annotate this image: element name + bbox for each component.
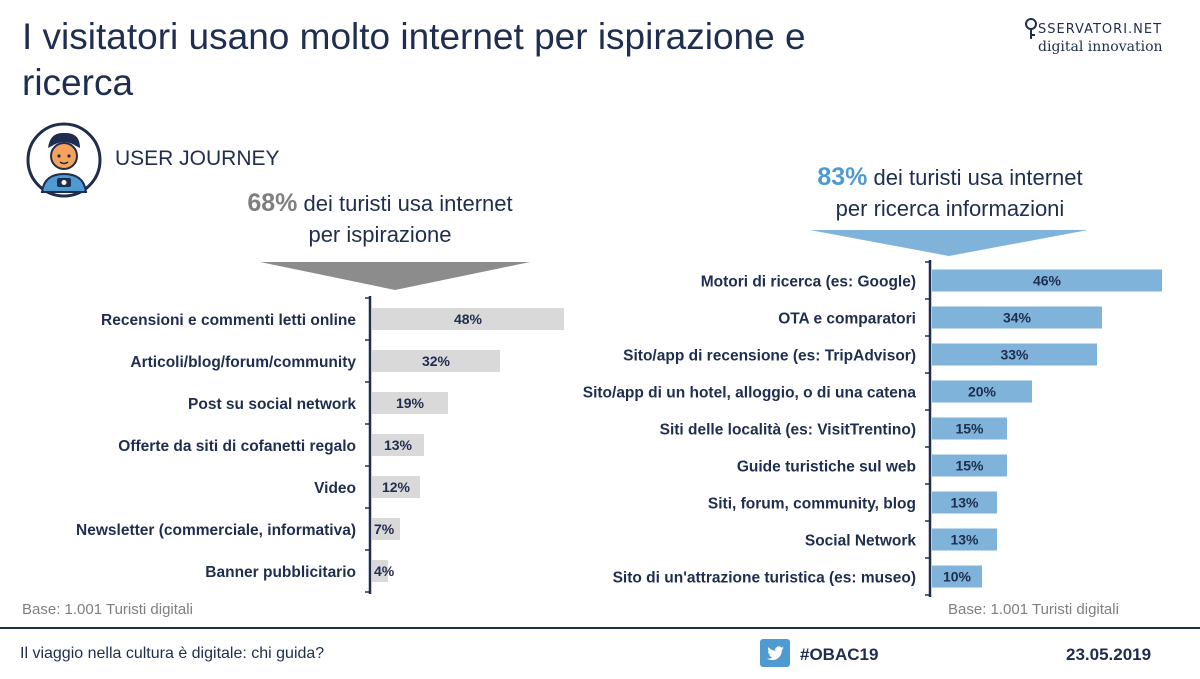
base-left: Base: 1.001 Turisti digitali (22, 601, 193, 618)
twitter-icon[interactable] (760, 639, 790, 667)
traveler-avatar-icon (26, 122, 102, 198)
bar (372, 308, 564, 330)
base-right: Base: 1.001 Turisti digitali (948, 601, 1119, 618)
right-headline-text1: dei turisti usa internet (867, 165, 1083, 190)
bar (932, 306, 1102, 329)
right-down-arrow (810, 230, 1088, 256)
left-down-arrow (260, 262, 530, 290)
category-label: Video (314, 480, 356, 497)
user-journey-label: USER JOURNEY (115, 147, 280, 170)
category-label: Guide turistiche sul web (737, 459, 916, 476)
footer-hashtag[interactable]: #OBAC19 (800, 645, 879, 664)
category-label: Banner pubblicitario (205, 564, 356, 581)
bar (932, 528, 997, 551)
value-label: 32% (422, 353, 451, 369)
category-label: Siti delle località (es: VisitTrentino) (660, 422, 916, 439)
bar (932, 343, 1097, 366)
left-headline-text2: per ispirazione (308, 222, 452, 247)
value-label: 13% (950, 495, 979, 511)
logo-top-text: SSERVATORI.NET (1038, 21, 1163, 37)
value-label: 15% (955, 421, 984, 437)
key-icon (1025, 18, 1037, 39)
category-label: Sito/app di un hotel, alloggio, o di una… (583, 385, 917, 402)
footer-divider (0, 627, 1200, 629)
bar (932, 269, 1162, 292)
value-label: 13% (950, 532, 979, 548)
right-headline-text2: per ricerca informazioni (835, 196, 1065, 221)
category-label: Post su social network (188, 396, 356, 413)
left-headline: 68% dei turisti usa internet per ispiraz… (200, 188, 560, 250)
category-label: Social Network (805, 533, 916, 550)
left-bar-chart: Recensioni e commenti letti online 48% Art… (76, 296, 564, 594)
value-label: 12% (382, 479, 411, 495)
category-label: Sito/app di recensione (es: TripAdvisor) (623, 348, 916, 365)
category-label: Motori di ricerca (es: Google) (701, 274, 916, 291)
category-label: Newsletter (commerciale, informativa) (76, 522, 356, 539)
right-headline: 83% dei turisti usa internet per ricerca… (765, 162, 1135, 224)
value-label: 13% (384, 437, 413, 453)
right-bar-chart: Motori di ricerca (es: Google) 46% OTA e c… (583, 260, 1162, 597)
value-label: 48% (454, 311, 483, 327)
value-label: 4% (374, 563, 395, 579)
value-label: 34% (1003, 310, 1032, 326)
bar (932, 491, 997, 514)
bar (372, 434, 424, 456)
value-label: 10% (943, 569, 972, 585)
bar (372, 518, 400, 540)
category-label: OTA e comparatori (778, 311, 916, 328)
value-label: 33% (1000, 347, 1029, 363)
value-label: 20% (968, 384, 997, 400)
bar (932, 454, 1007, 477)
bar (372, 560, 388, 582)
category-label: Siti, forum, community, blog (708, 496, 916, 513)
value-label: 15% (955, 458, 984, 474)
osservatori-logo: SSERVATORI.NET digital innovation (1024, 18, 1184, 55)
page-title: I visitatori usano molto internet per is… (22, 16, 806, 103)
category-label: Recensioni e commenti letti online (101, 312, 356, 329)
logo-bottom-text: digital innovation (1038, 39, 1163, 55)
left-headline-pct: 68% (247, 189, 298, 217)
left-headline-text1: dei turisti usa internet (297, 191, 513, 216)
bar (372, 350, 500, 372)
right-headline-pct: 83% (817, 163, 868, 191)
bar (372, 392, 448, 414)
bar (932, 565, 982, 588)
footer-event-title: Il viaggio nella cultura è digitale: chi… (20, 645, 325, 662)
bar (932, 380, 1032, 403)
value-label: 7% (374, 521, 395, 537)
category-label: Articoli/blog/forum/community (130, 354, 356, 371)
footer-date: 23.05.2019 (1066, 645, 1152, 664)
bar (372, 476, 420, 498)
bar (932, 417, 1007, 440)
category-label: Sito di un'attrazione turistica (es: mus… (613, 570, 916, 587)
value-label: 46% (1033, 273, 1062, 289)
value-label: 19% (396, 395, 425, 411)
category-label: Offerte da siti di cofanetti regalo (118, 438, 356, 455)
